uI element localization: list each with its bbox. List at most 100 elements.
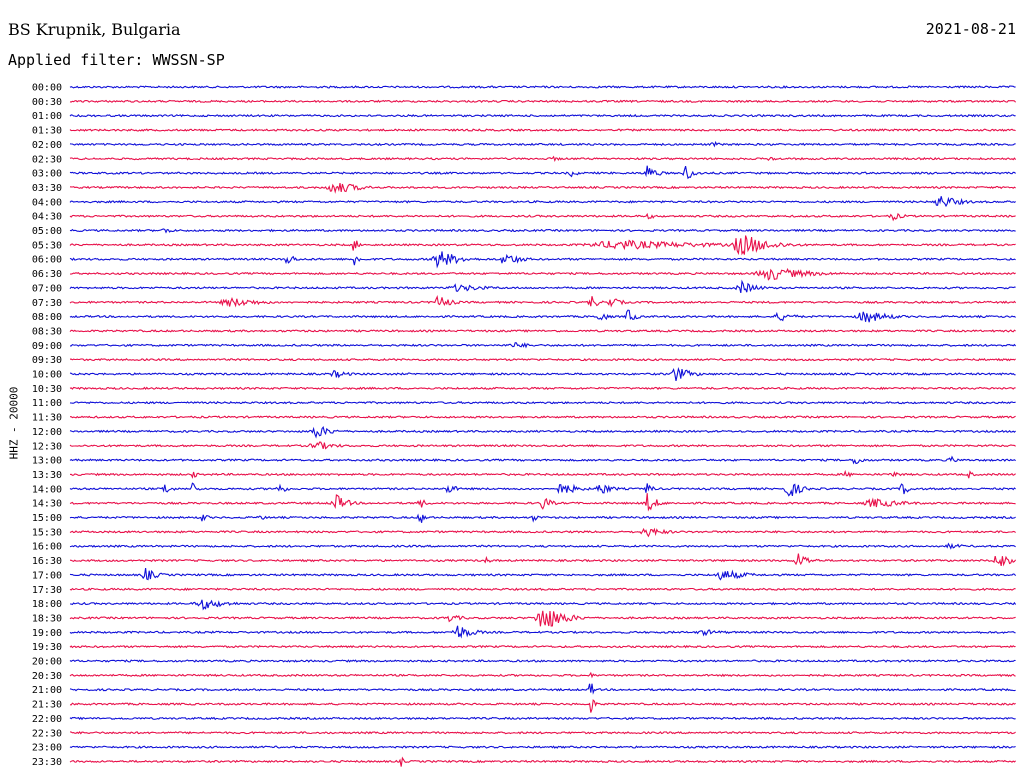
seismic-trace (69, 455, 1016, 465)
time-tick-label: 15:00 (32, 513, 62, 524)
time-tick-label: 10:30 (32, 384, 62, 395)
time-tick-label: 00:00 (32, 83, 62, 94)
seismic-trace (69, 469, 1016, 479)
seismic-trace (69, 85, 1016, 89)
time-tick-label: 23:30 (32, 757, 62, 768)
seismic-trace (69, 165, 1016, 180)
time-tick-label: 01:30 (32, 126, 62, 137)
time-tick-label: 13:00 (32, 456, 62, 467)
time-tick-label: 01:00 (32, 111, 62, 122)
seismic-trace (70, 342, 1017, 349)
seismic-trace (69, 329, 1016, 333)
seismic-trace (69, 671, 1016, 679)
time-tick-label: 18:00 (32, 599, 62, 610)
time-tick-label: 22:00 (32, 714, 62, 725)
time-tick-label: 11:00 (32, 398, 62, 409)
seismic-trace (70, 599, 1017, 611)
time-tick-label: 10:00 (32, 370, 62, 381)
time-tick-label: 23:00 (32, 743, 62, 754)
seismic-trace (69, 482, 1016, 497)
time-tick-label: 03:30 (32, 183, 62, 194)
seismic-trace (69, 235, 1016, 256)
seismic-trace (69, 716, 1016, 721)
time-tick-label: 12:00 (32, 427, 62, 438)
time-tick-label: 05:30 (32, 240, 62, 251)
seismic-trace (69, 294, 1017, 308)
seismic-trace (69, 493, 1016, 512)
time-tick-label: 06:30 (32, 269, 62, 280)
seismic-trace (69, 513, 1016, 523)
seismic-trace (69, 756, 1016, 767)
seismic-trace (69, 267, 1016, 281)
seismic-trace (69, 426, 1016, 439)
time-tick-label: 21:00 (32, 685, 62, 696)
seismic-trace (69, 196, 1016, 208)
time-tick-label: 22:30 (32, 728, 62, 739)
time-tick-label: 06:00 (32, 255, 62, 266)
seismic-trace (69, 699, 1016, 713)
time-tick-label: 08:30 (32, 326, 62, 337)
seismic-trace (69, 183, 1016, 194)
time-tick-label: 14:00 (32, 484, 62, 495)
time-tick-label: 00:30 (32, 97, 62, 108)
time-tick-label: 17:00 (32, 570, 62, 581)
seismic-trace (69, 731, 1016, 735)
time-tick-label: 03:00 (32, 169, 62, 180)
time-tick-label: 04:30 (32, 212, 62, 223)
seismic-trace (69, 113, 1016, 118)
seismic-trace (69, 228, 1016, 234)
time-tick-label: 09:30 (32, 355, 62, 366)
seismic-trace (69, 140, 1016, 148)
seismic-trace (69, 441, 1016, 450)
time-tick-label: 13:30 (32, 470, 62, 481)
time-tick-label: 20:30 (32, 671, 62, 682)
seismic-trace (69, 610, 1016, 627)
seismic-trace (69, 309, 1016, 323)
seismic-trace (69, 625, 1016, 639)
time-tick-label: 19:30 (32, 642, 62, 653)
seismic-trace (69, 357, 1016, 362)
date-label: 2021-08-21 (925, 20, 1016, 38)
seismic-trace (69, 542, 1016, 550)
time-tick-label: 16:00 (32, 542, 62, 553)
seismic-trace (69, 745, 1016, 749)
time-tick-label: 08:00 (32, 312, 62, 323)
seismic-trace (69, 155, 1017, 163)
seismic-trace (70, 415, 1016, 419)
seismic-trace (69, 386, 1016, 391)
time-tick-label: 02:30 (32, 154, 62, 165)
time-tick-label: 12:30 (32, 441, 62, 452)
seismic-trace (69, 99, 1017, 104)
seismic-trace (69, 366, 1016, 382)
time-tick-label: 11:30 (32, 413, 62, 424)
time-tick-label: 09:00 (32, 341, 62, 352)
seismic-trace (69, 279, 1016, 294)
time-tick-label: 16:30 (32, 556, 62, 567)
seismic-trace (69, 683, 1016, 695)
time-tick-label: 20:00 (32, 657, 62, 668)
time-tick-label: 15:30 (32, 527, 62, 538)
time-tick-label: 02:00 (32, 140, 62, 151)
seismic-trace (69, 568, 1017, 581)
time-tick-label: 17:30 (32, 585, 62, 596)
time-tick-label: 05:00 (32, 226, 62, 237)
filter-label: Applied filter: WWSSN-SP (8, 51, 225, 69)
seismic-trace (69, 527, 1016, 538)
seismic-trace (69, 553, 1017, 567)
seismic-trace (69, 587, 1016, 592)
time-tick-label: 07:30 (32, 298, 62, 309)
station-title: BS Krupnik, Bulgaria (8, 20, 181, 39)
seismic-trace (69, 212, 1016, 222)
time-tick-label: 14:30 (32, 499, 62, 510)
seismic-trace (69, 251, 1016, 269)
seismic-trace (69, 400, 1016, 405)
time-tick-label: 04:00 (32, 197, 62, 208)
time-tick-label: 19:00 (32, 628, 62, 639)
time-tick-label: 21:30 (32, 700, 62, 711)
time-tick-label: 18:30 (32, 613, 62, 624)
seismic-trace (69, 659, 1016, 663)
time-tick-label: 07:00 (32, 283, 62, 294)
seismic-trace (69, 644, 1016, 649)
seismic-trace (69, 128, 1016, 132)
